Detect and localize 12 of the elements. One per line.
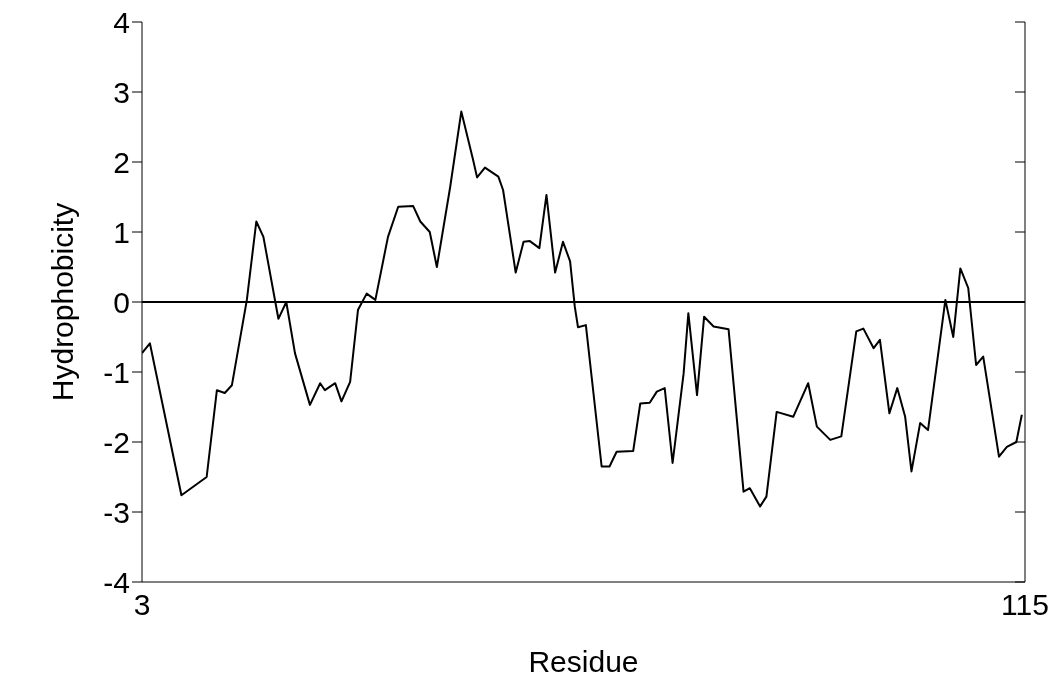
y-tick-label: 1 bbox=[113, 215, 130, 249]
y-tick-label: -3 bbox=[103, 495, 130, 529]
x-tick-label: 115 bbox=[1001, 588, 1049, 622]
y-tick-label: -2 bbox=[103, 425, 130, 459]
x-axis-title: Residue bbox=[528, 645, 639, 678]
y-tick-label: 3 bbox=[113, 75, 130, 109]
y-tick-label: 0 bbox=[113, 285, 130, 319]
y-axis-title: Hydrophobicity bbox=[45, 202, 79, 402]
y-tick-label: -1 bbox=[103, 355, 130, 389]
y-tick-label: 2 bbox=[113, 145, 130, 179]
y-tick-label: 4 bbox=[113, 5, 130, 39]
y-tick-label: -4 bbox=[103, 565, 130, 599]
